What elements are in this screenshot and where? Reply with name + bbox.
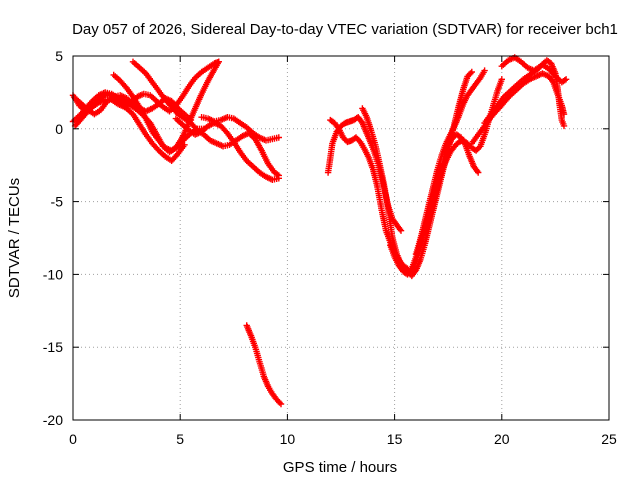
x-tick-label: 0 — [69, 431, 77, 447]
data-markers — [69, 54, 570, 408]
y-tick-label: -5 — [51, 194, 64, 210]
plot-frame — [72, 55, 610, 421]
x-tick-label: 10 — [280, 431, 296, 447]
y-tick-label: 0 — [55, 121, 63, 137]
x-axis-title: GPS time / hours — [283, 459, 397, 476]
x-tick-label: 20 — [494, 431, 510, 447]
data-point-markers — [243, 322, 285, 408]
series-arc-o — [412, 67, 488, 258]
axis-ticks: 0 5 10 15 20 25 5 0 -5 -10 -15 -20 — [43, 48, 617, 447]
series-arc-r — [498, 54, 568, 130]
y-axis-title: SDTVAR / TECUs — [6, 178, 23, 298]
series-arc-h — [198, 114, 282, 144]
x-tick-label: 5 — [176, 431, 184, 447]
y-tick-label: -20 — [43, 412, 63, 428]
series-arc-d — [71, 90, 188, 164]
x-tick-label: 15 — [387, 431, 403, 447]
x-tick-label: 25 — [601, 431, 617, 447]
series-arc-i — [243, 322, 285, 408]
data-point-markers — [198, 114, 282, 144]
y-tick-label: -10 — [43, 266, 63, 282]
data-point-markers — [71, 90, 188, 164]
chart-title: Day 057 of 2026, Sidereal Day-to-day VTE… — [72, 21, 618, 38]
data-point-markers — [129, 58, 282, 179]
y-tick-label: -15 — [43, 339, 63, 355]
data-point-markers — [498, 54, 568, 130]
data-point-markers — [412, 67, 488, 258]
y-tick-label: 5 — [55, 48, 63, 64]
series-arc-f — [129, 58, 282, 179]
